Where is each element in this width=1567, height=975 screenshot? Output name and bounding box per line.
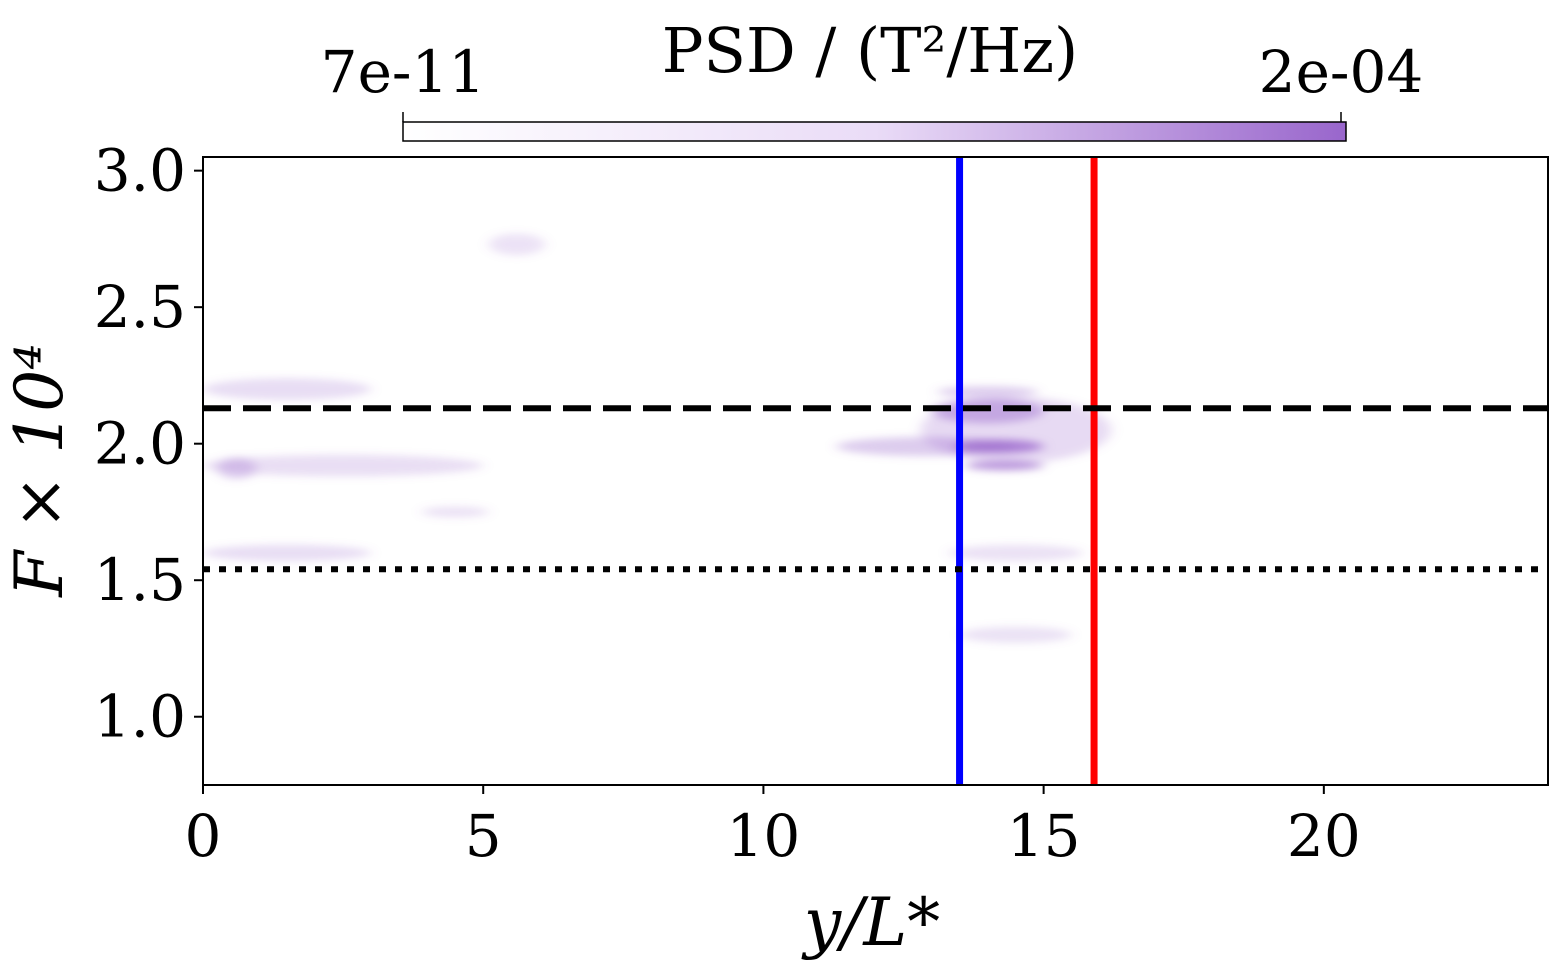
- reference-lines: [203, 157, 1548, 785]
- heatmap-feature-9: [203, 378, 372, 401]
- heatmap-feature-5: [920, 397, 1111, 463]
- heatmap-feature-12: [421, 506, 489, 518]
- colorbar-label: PSD / (T²/Hz): [662, 14, 1078, 87]
- y-tick-label: 3.0: [94, 137, 186, 205]
- heatmap-feature-13: [488, 233, 545, 256]
- y-tick-label: 2.0: [94, 410, 186, 478]
- heatmap-feature-1: [965, 460, 1044, 471]
- y-tick-label: 1.5: [94, 546, 186, 614]
- heatmap-feature-11: [203, 454, 484, 477]
- plot-area: [202, 156, 1549, 786]
- colorbar: PSD / (T²/Hz) 7e-11 2e-04: [321, 14, 1424, 142]
- x-tick-label: 0: [185, 802, 222, 870]
- y-tick-label: 1.0: [94, 683, 186, 751]
- x-tick-label: 15: [1007, 802, 1081, 870]
- x-axis-label: y/L*: [801, 884, 940, 961]
- plot-frame: [202, 156, 1549, 786]
- x-tick-label: 5: [465, 802, 502, 870]
- heatmap-feature-10: [203, 544, 372, 562]
- y-axis: 1.0 1.5 2.0 2.5 3.0: [94, 137, 203, 751]
- y-tick-label: 2.5: [94, 273, 186, 341]
- x-tick-label: 20: [1287, 802, 1361, 870]
- heatmap-feature-3: [937, 386, 1039, 398]
- x-axis: 0 5 10 15 20: [185, 785, 1361, 870]
- heatmap-feature-6: [948, 544, 1083, 562]
- y-axis-label: F × 10⁴: [1, 343, 78, 598]
- colorbar-gradient: [402, 121, 1347, 142]
- heatmap-feature-7: [959, 626, 1072, 644]
- colorbar-max-label: 2e-04: [1259, 38, 1424, 106]
- colorbar-min-label: 7e-11: [321, 38, 486, 106]
- x-tick-label: 10: [727, 802, 801, 870]
